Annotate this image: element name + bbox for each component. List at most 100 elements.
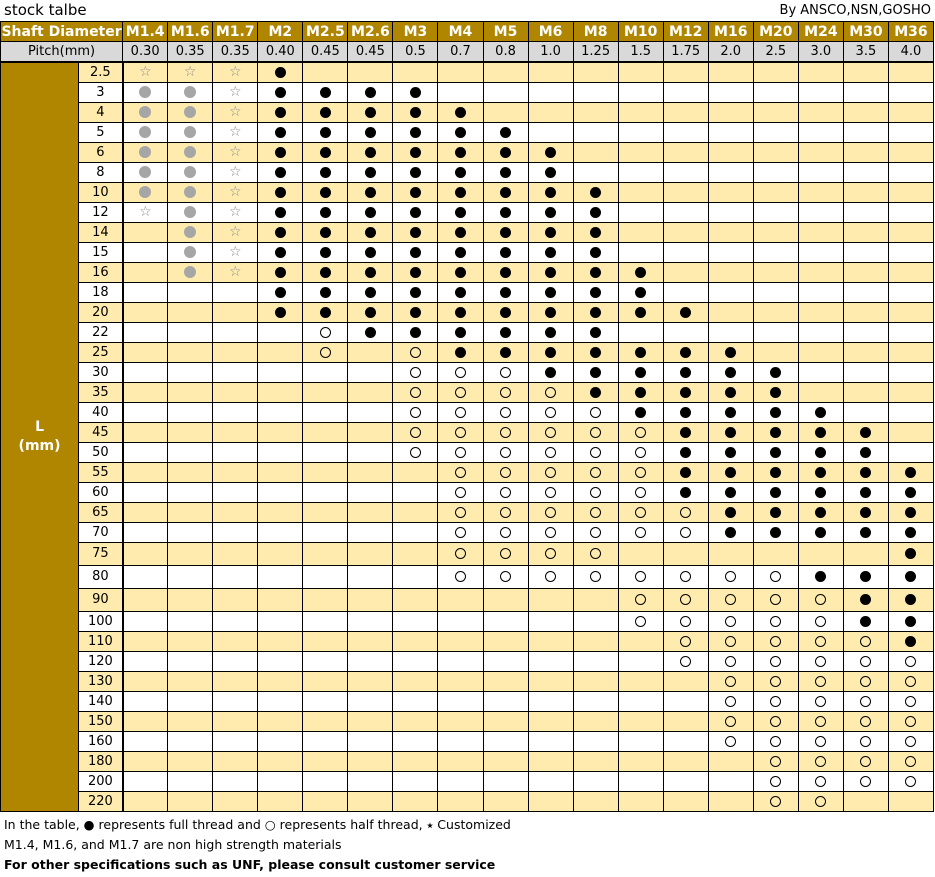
table-row: 50 — [1, 442, 935, 463]
stock-cell — [347, 631, 394, 652]
half-thread-circle-icon — [500, 548, 512, 559]
stock-cell — [167, 462, 214, 483]
full-thread-dot-icon — [770, 506, 782, 518]
stock-cell — [482, 342, 529, 363]
table-row: 130 — [1, 671, 935, 692]
length-value: 180 — [78, 751, 124, 772]
stock-cell — [167, 611, 214, 632]
stock-cell — [212, 422, 259, 443]
stock-cell — [392, 651, 439, 672]
stock-cell — [302, 342, 349, 363]
stock-cell — [482, 611, 529, 632]
stock-cell: ☆ — [212, 122, 259, 143]
stock-cell — [752, 522, 799, 543]
stock-cell — [617, 82, 664, 103]
stock-cell — [797, 751, 844, 772]
full-thread-dot-icon — [545, 266, 557, 278]
stock-cell — [752, 322, 799, 343]
stock-cell — [887, 751, 935, 772]
stock-cell — [662, 242, 709, 263]
stock-cell — [482, 382, 529, 403]
half-thread-circle-icon — [680, 615, 692, 627]
stock-cell — [617, 565, 664, 589]
stock-cell — [752, 362, 799, 383]
stock-cell — [662, 671, 709, 692]
stock-cell — [392, 522, 439, 543]
stock-cell — [302, 522, 349, 543]
stock-cell — [392, 711, 439, 732]
stock-cell — [662, 442, 709, 463]
stock-cell — [887, 61, 935, 83]
full-thread-dot-icon — [545, 146, 557, 158]
stock-table: Shaft Diameter M1.4 M1.6 M1.7 M2 M2.5 M2.6 M3 M… — [0, 21, 935, 812]
column-header: M1.6 — [167, 21, 214, 42]
stock-cell — [482, 82, 529, 103]
half-thread-circle-icon — [590, 466, 602, 478]
stock-cell: ☆ — [212, 222, 259, 243]
stock-cell — [347, 751, 394, 772]
l-unit: (mm) — [18, 438, 61, 454]
half-thread-circle-icon — [590, 486, 602, 498]
stock-cell — [527, 322, 574, 343]
half-thread-circle-icon — [545, 526, 557, 538]
length-value: 150 — [78, 711, 124, 732]
stock-cell — [752, 402, 799, 423]
stock-cell — [167, 751, 214, 772]
stock-cell — [842, 651, 889, 672]
stock-cell — [347, 82, 394, 103]
full-thread-dot-icon — [905, 635, 917, 647]
stock-cell — [617, 502, 664, 523]
stock-cell: ☆ — [122, 61, 169, 83]
stock-cell — [257, 631, 304, 652]
stock-cell — [437, 631, 484, 652]
pitch-value: 0.35 — [212, 41, 259, 63]
stock-cell — [662, 61, 709, 83]
stock-cell — [167, 482, 214, 503]
full-thread-dot-icon — [905, 506, 917, 518]
stock-cell — [842, 771, 889, 792]
stock-cell — [302, 122, 349, 143]
full-thread-dot-icon — [770, 526, 782, 538]
stock-cell — [257, 322, 304, 343]
stock-cell — [347, 122, 394, 143]
stock-cell — [572, 771, 619, 792]
stock-cell — [527, 671, 574, 692]
half-thread-circle-icon — [725, 594, 737, 605]
stock-cell — [797, 362, 844, 383]
stock-cell — [212, 322, 259, 343]
stock-cell — [302, 542, 349, 566]
full-thread-dot-icon — [274, 106, 286, 118]
stock-cell — [257, 382, 304, 403]
stock-cell: ☆ — [212, 82, 259, 103]
full-thread-dot-icon — [815, 506, 827, 518]
full-thread-dot-icon — [545, 246, 557, 258]
table-row: 120 — [1, 651, 935, 672]
length-value: 90 — [78, 588, 124, 612]
gray-dot-icon — [184, 186, 197, 198]
half-thread-circle-icon — [454, 486, 466, 498]
stock-cell — [707, 791, 754, 812]
half-thread-circle-icon — [545, 426, 557, 438]
stock-cell — [797, 242, 844, 263]
full-thread-dot-icon — [319, 246, 331, 258]
half-thread-circle-icon — [770, 775, 782, 787]
stock-cell — [257, 522, 304, 543]
stock-cell — [797, 671, 844, 692]
stock-cell — [482, 771, 529, 792]
stock-cell — [887, 611, 935, 632]
full-thread-dot-icon — [500, 146, 512, 158]
stock-cell — [887, 671, 935, 692]
stock-cell — [617, 631, 664, 652]
stock-cell — [122, 671, 169, 692]
half-thread-circle-icon — [590, 526, 602, 538]
stock-cell — [167, 442, 214, 463]
stock-cell — [752, 671, 799, 692]
full-thread-dot-icon — [274, 66, 286, 78]
stock-cell: ☆ — [212, 182, 259, 203]
stock-cell — [347, 588, 394, 612]
length-value: 65 — [78, 502, 124, 523]
stock-cell — [887, 482, 935, 503]
full-thread-dot-icon — [409, 246, 421, 258]
stock-cell — [707, 182, 754, 203]
stock-cell — [887, 651, 935, 672]
